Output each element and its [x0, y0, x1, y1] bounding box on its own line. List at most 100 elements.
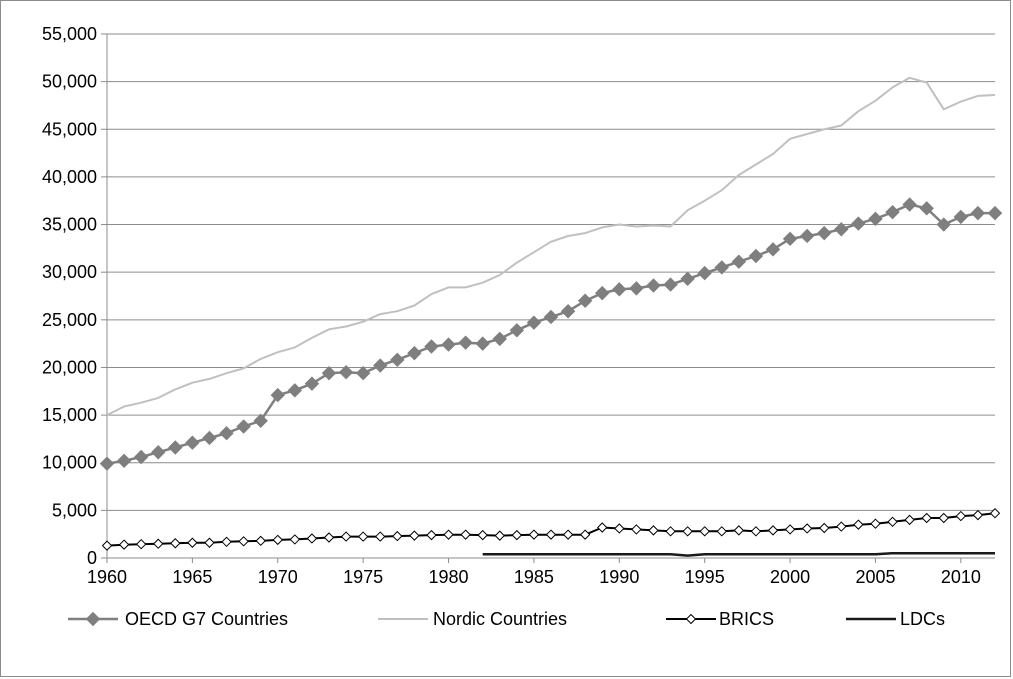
- x-tick-label: 1960: [87, 567, 127, 587]
- data-point: [665, 526, 676, 537]
- data-point: [272, 534, 283, 546]
- data-point: [987, 205, 1003, 221]
- data-point: [443, 529, 454, 540]
- data-point: [494, 530, 505, 541]
- data-point: [355, 365, 371, 381]
- data-point: [460, 529, 471, 540]
- data-point: [133, 449, 149, 465]
- data-point: [970, 205, 986, 221]
- x-tick-label: 2000: [770, 567, 810, 587]
- legend-item: OECD G7 Countries: [68, 609, 288, 629]
- data-point: [851, 216, 866, 231]
- data-point: [306, 533, 318, 544]
- data-point: [870, 518, 881, 529]
- data-point: [321, 365, 337, 381]
- data-point: [304, 376, 320, 391]
- data-point: [614, 523, 625, 534]
- x-tick-label: 1965: [172, 567, 212, 587]
- data-point: [972, 509, 984, 521]
- data-point: [287, 383, 303, 398]
- y-tick-label: 55,000: [42, 24, 97, 44]
- data-point: [750, 526, 762, 537]
- data-point: [955, 510, 967, 522]
- data-point: [426, 529, 437, 541]
- data-point: [562, 529, 574, 540]
- legend-marker: [685, 613, 697, 625]
- legend-label: OECD G7 Countries: [125, 609, 288, 629]
- data-point: [767, 525, 779, 536]
- data-point: [492, 331, 507, 347]
- legend-item: LDCs: [846, 609, 945, 629]
- data-point: [545, 529, 557, 540]
- data-point: [340, 531, 352, 542]
- data-point: [270, 387, 285, 403]
- data-point: [799, 228, 815, 244]
- data-point: [819, 522, 830, 534]
- y-tick-label: 15,000: [42, 405, 97, 425]
- data-point: [168, 440, 183, 455]
- data-point: [631, 524, 642, 535]
- data-point: [868, 211, 883, 227]
- x-tick-label: 1975: [343, 567, 383, 587]
- data-point: [612, 282, 627, 297]
- data-point: [714, 260, 729, 275]
- series-lines: [99, 76, 1003, 557]
- data-point: [204, 537, 215, 548]
- data-point: [187, 537, 198, 548]
- legend-marker: [85, 611, 101, 627]
- data-point: [853, 519, 864, 530]
- legend-label: BRICS: [719, 609, 774, 629]
- x-tick-label: 1980: [429, 567, 469, 587]
- data-point: [597, 522, 608, 533]
- tick-labels: 0 5,000 10,000 15,000 20,000 25,000 30,000 35,0…: [42, 24, 981, 587]
- data-point: [202, 430, 217, 446]
- data-point: [887, 516, 898, 528]
- y-tick-label: 40,000: [42, 167, 97, 187]
- data-point: [904, 514, 915, 526]
- data-point: [765, 242, 781, 257]
- legend-item: Nordic Countries: [378, 609, 567, 629]
- data-point: [989, 508, 1001, 519]
- data-point: [407, 345, 422, 361]
- y-tick-label: 5,000: [52, 500, 97, 520]
- data-point: [338, 365, 354, 380]
- y-tick-label: 30,000: [42, 262, 97, 282]
- series-oecd-g7-countries: [99, 197, 1003, 471]
- data-point: [390, 352, 405, 368]
- data-point: [595, 285, 610, 301]
- data-point: [221, 536, 232, 548]
- y-tick-label: 45,000: [42, 119, 97, 139]
- data-point: [885, 204, 900, 220]
- data-point: [748, 248, 764, 264]
- data-point: [475, 336, 490, 351]
- data-point: [219, 425, 234, 441]
- data-point: [236, 419, 251, 434]
- series-nordic-countries: [106, 76, 996, 416]
- data-point: [817, 225, 832, 241]
- data-point: [323, 532, 335, 543]
- data-point: [782, 231, 798, 247]
- data-point: [699, 526, 710, 537]
- data-point: [697, 265, 712, 281]
- series-line: [482, 551, 995, 557]
- y-tick-label: 0: [87, 548, 97, 568]
- data-point: [509, 323, 525, 338]
- data-point: [919, 201, 934, 216]
- data-point: [135, 538, 147, 550]
- data-point: [101, 540, 113, 551]
- data-point: [170, 538, 181, 549]
- data-point: [648, 525, 659, 536]
- data-point: [357, 531, 369, 542]
- series-brics: [101, 508, 1001, 551]
- axes: [101, 33, 995, 563]
- gridlines: [107, 33, 995, 511]
- data-point: [151, 445, 166, 460]
- data-point: [731, 254, 747, 269]
- y-tick-label: 35,000: [42, 215, 97, 235]
- data-point: [801, 523, 813, 534]
- data-point: [921, 512, 932, 524]
- data-point: [424, 339, 439, 354]
- data-point: [560, 304, 576, 319]
